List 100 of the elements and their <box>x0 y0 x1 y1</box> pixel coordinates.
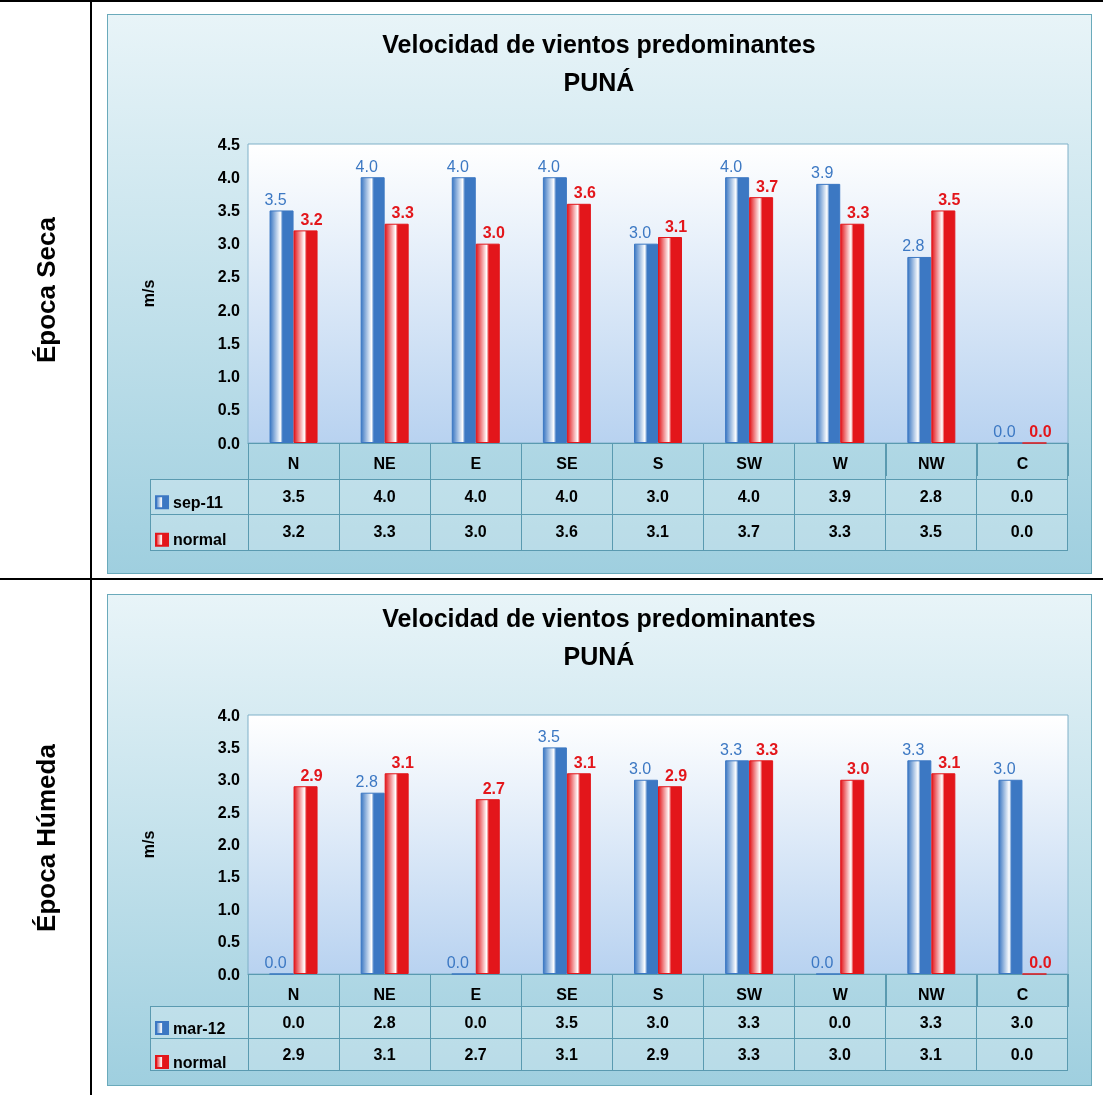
text: 3.5 <box>938 190 961 208</box>
data-label: 2.9 <box>612 1038 704 1071</box>
text: 2.9 <box>664 766 688 784</box>
y-tick-label: 1.0 <box>217 368 241 386</box>
data-label: 2.7 <box>430 1038 522 1071</box>
x-tick-label: SE <box>556 985 578 1003</box>
text: 0.0 <box>264 954 287 971</box>
text: 3.6 <box>573 184 597 202</box>
text: 3.3 <box>719 740 743 758</box>
y-tick-label: 4.0 <box>217 168 241 186</box>
text: 3.2 <box>300 210 323 228</box>
text: 0.0 <box>993 423 1016 440</box>
data-label: 3.1 <box>885 1038 977 1071</box>
x-tick-label: NW <box>918 454 946 472</box>
data-label: 2.8 <box>885 479 977 515</box>
data-label: 4.0 <box>430 479 522 515</box>
text: Época Húmeda <box>30 743 62 932</box>
text: 4.0 <box>446 157 469 175</box>
y-tick-label: 3.0 <box>217 771 241 789</box>
text: 3.1 <box>573 753 597 771</box>
x-tick-label: W <box>832 454 849 472</box>
x-tick-label: NW <box>918 985 946 1003</box>
data-label: 0.0 <box>794 1006 886 1039</box>
text: 3.9 <box>811 164 834 182</box>
data-label: 0.0 <box>976 479 1068 515</box>
data-label: 3.1 <box>339 1038 431 1071</box>
y-tick-label: 1.5 <box>217 868 241 886</box>
data-label: 0.0 <box>976 1038 1068 1071</box>
data-label: 3.3 <box>703 1038 795 1071</box>
data-label: 3.0 <box>794 1038 886 1071</box>
text: 4.0 <box>537 157 561 175</box>
x-tick-label: N <box>287 985 300 1003</box>
text: 4.0 <box>355 157 378 175</box>
data-label: 3.0 <box>612 479 704 515</box>
text: 3.3 <box>391 204 414 222</box>
x-tick-label: SE <box>556 454 578 472</box>
chart-subtitle: PUNÁ <box>563 641 635 670</box>
data-label: 2.8 <box>339 1006 431 1039</box>
text: 0.0 <box>1029 954 1052 971</box>
data-label: 0.0 <box>430 1006 522 1039</box>
data-label: 3.5 <box>521 1006 613 1039</box>
y-tick-label: 1.0 <box>217 900 241 918</box>
y-tick-label: 3.0 <box>217 235 241 253</box>
x-tick-label: E <box>470 454 482 472</box>
data-label: 3.3 <box>794 514 886 550</box>
text: 0.0 <box>811 954 834 971</box>
text: 0.0 <box>1029 423 1052 440</box>
legend-label: normal <box>173 531 227 549</box>
x-tick-label: NE <box>373 454 397 472</box>
y-tick-label: 0.5 <box>217 401 241 419</box>
text: 4.0 <box>719 157 743 175</box>
x-tick-label: S <box>652 985 664 1003</box>
y-tick-label: 4.5 <box>217 135 241 153</box>
y-tick-label: 1.5 <box>217 334 241 352</box>
text: 2.8 <box>355 773 378 791</box>
data-label: 3.1 <box>612 514 704 550</box>
data-label: 0.0 <box>976 514 1068 550</box>
text: 3.5 <box>537 727 561 745</box>
data-label: 3.0 <box>430 514 522 550</box>
text: 3.3 <box>902 740 925 758</box>
x-tick-label: W <box>832 985 849 1003</box>
data-label: 3.3 <box>885 1006 977 1039</box>
x-tick-label: C <box>1016 985 1029 1003</box>
x-tick-label: S <box>652 454 664 472</box>
legend-label: normal <box>173 1053 227 1071</box>
y-tick-label: 3.5 <box>217 738 241 756</box>
data-label: 3.2 <box>248 514 340 550</box>
text: 3.3 <box>755 740 779 758</box>
text: 2.8 <box>902 237 925 255</box>
x-tick-label: C <box>1016 454 1029 472</box>
data-label: 4.0 <box>339 479 431 515</box>
y-tick-label: 4.0 <box>217 706 241 724</box>
data-label: 3.6 <box>521 514 613 550</box>
legend-label: mar-12 <box>173 1019 226 1037</box>
data-label: 3.3 <box>703 1006 795 1039</box>
legend-label: sep-11 <box>173 493 223 511</box>
y-tick-label: 0.0 <box>217 965 241 983</box>
y-tick-label: 3.5 <box>217 201 241 219</box>
y-axis-title: m/s <box>139 830 157 859</box>
data-label: 3.5 <box>885 514 977 550</box>
text: 3.1 <box>391 753 414 771</box>
chart-title: Velocidad de vientos predominantes <box>382 29 816 58</box>
data-label: 4.0 <box>703 479 795 515</box>
data-label: 3.0 <box>612 1006 704 1039</box>
text: 3.0 <box>993 760 1016 778</box>
text: 3.3 <box>847 204 870 222</box>
text: 2.9 <box>300 766 323 784</box>
x-tick-label: NE <box>373 985 397 1003</box>
data-label: 2.9 <box>248 1038 340 1071</box>
data-label: 4.0 <box>521 479 613 515</box>
y-tick-label: 2.0 <box>217 301 241 319</box>
text: Época Seca <box>30 217 62 363</box>
text: 2.7 <box>482 779 505 797</box>
data-label: 3.7 <box>703 514 795 550</box>
text: 3.0 <box>482 224 505 242</box>
data-label: 3.0 <box>976 1006 1068 1039</box>
x-tick-label: SW <box>736 454 763 472</box>
y-tick-label: 2.5 <box>217 268 241 286</box>
text: 3.0 <box>628 760 652 778</box>
data-label: 3.3 <box>339 514 431 550</box>
